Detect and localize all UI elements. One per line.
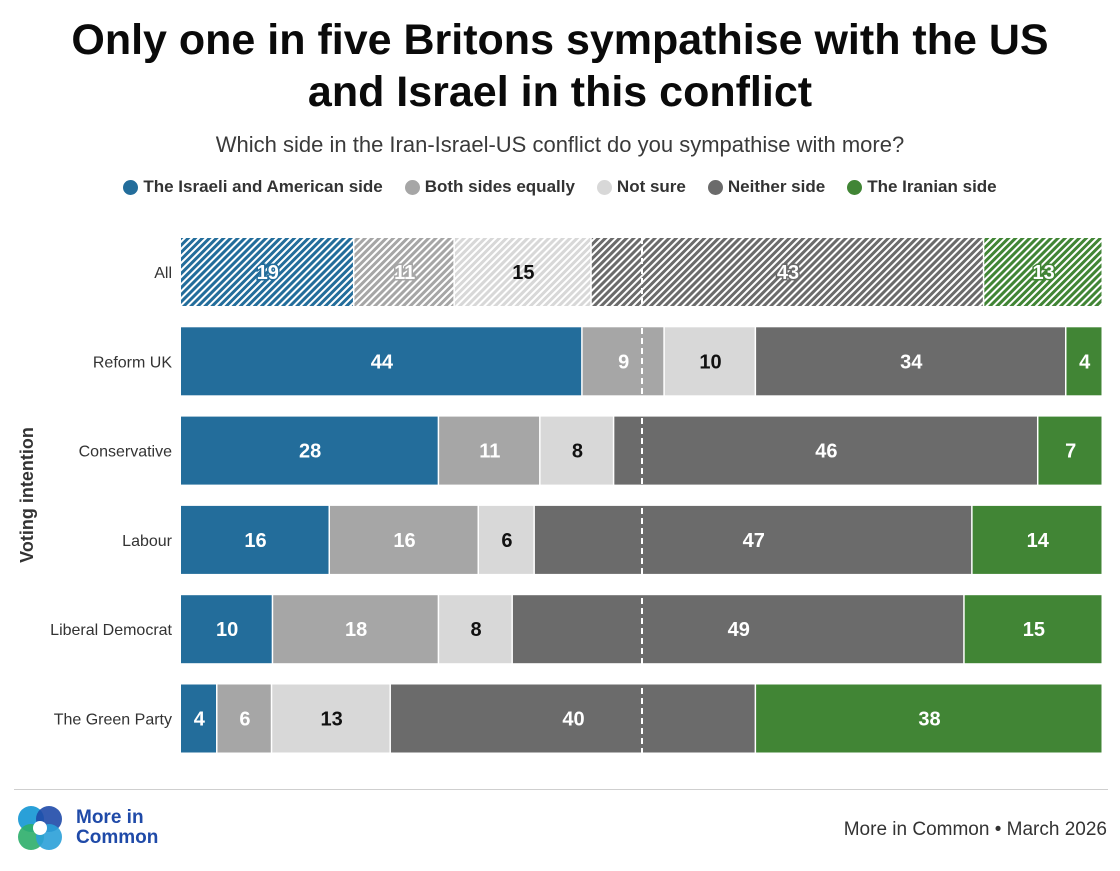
chart-subtitle: Which side in the Iran-Israel-US conflic…	[215, 132, 905, 157]
data-label: 9	[618, 351, 629, 373]
data-label: 46	[815, 441, 837, 463]
bar-segment	[664, 327, 755, 396]
bar-segment	[439, 595, 512, 664]
bar-segment	[181, 416, 438, 485]
bar-segment	[512, 595, 964, 664]
legend-swatch-neither	[707, 179, 723, 195]
legend-item-both-equally: Both sides equally	[404, 177, 575, 197]
bar-segment	[756, 327, 1065, 396]
logo-text-line-2: Common	[76, 827, 159, 848]
legend-item-iranian: The Iranian side	[847, 177, 997, 197]
bar-segment	[181, 327, 582, 396]
data-label: 43	[777, 262, 799, 284]
bar-segment	[756, 684, 1102, 753]
data-label: 15	[512, 262, 534, 284]
bar-segment	[454, 238, 591, 306]
data-label: 6	[239, 709, 250, 731]
bar-segment	[217, 684, 271, 753]
data-label: 8	[470, 619, 481, 641]
bar-segment	[614, 416, 1037, 485]
data-label: 8	[572, 441, 583, 463]
data-label: 16	[244, 530, 266, 552]
legend-label-neither: Neither side	[727, 177, 826, 196]
data-label: 13	[320, 709, 342, 731]
category-labels-group: All Reform UK Conservative Labour Liberal De…	[50, 265, 172, 729]
more-in-common-logo: More in Common	[14, 802, 158, 854]
data-label: 49	[728, 619, 750, 641]
category-label: Reform UK	[93, 354, 172, 371]
chart-title-line-1: Only one in five Britons sympathise with…	[71, 16, 1049, 64]
legend: The Israeli and American side Both sides…	[0, 177, 1120, 197]
bar-segment	[354, 238, 454, 306]
bar-segment	[1066, 327, 1102, 396]
logo-mark-icon	[18, 806, 62, 850]
data-label: 4	[1079, 351, 1091, 373]
bar-segment	[181, 595, 272, 664]
data-label: 15	[1023, 619, 1045, 641]
legend-swatch-both-equally	[404, 179, 420, 195]
legend-item-israeli-american: The Israeli and American side	[123, 177, 383, 197]
chart-title-line-2: and Israel in this conflict	[307, 68, 813, 116]
legend-label-both-equally: Both sides equally	[424, 177, 575, 196]
legend-label-not-sure: Not sure	[616, 177, 686, 196]
category-label: Labour	[122, 533, 172, 550]
legend-label-iranian: The Iranian side	[867, 177, 997, 196]
bar-segment	[540, 416, 613, 485]
bar-segment	[479, 505, 534, 574]
data-label: 34	[900, 351, 923, 373]
bar-segment	[181, 684, 217, 753]
bar-segment	[330, 505, 478, 574]
bar-segment	[1038, 416, 1102, 485]
legend-swatch-iranian	[847, 179, 863, 195]
data-label: 16	[393, 530, 415, 552]
data-label: 11	[394, 262, 415, 284]
category-label: The Green Party	[54, 712, 172, 729]
legend-item-neither: Neither side	[707, 177, 826, 197]
bar-segment	[534, 505, 972, 574]
bar-segment	[984, 238, 1102, 306]
legend-swatch-israeli-american	[123, 179, 139, 195]
data-label: 7	[1065, 441, 1076, 463]
bar-segment	[181, 238, 353, 306]
data-label: 18	[345, 619, 367, 641]
source-credit: More in Common • March 2026	[843, 819, 1107, 840]
category-label: All	[154, 265, 172, 282]
data-label: 13	[1033, 262, 1055, 284]
bar-segment	[582, 327, 664, 396]
data-label: 44	[371, 351, 394, 373]
bar-segment	[273, 595, 438, 664]
category-label: Liberal Democrat	[50, 622, 172, 639]
data-label: 4	[194, 709, 206, 731]
data-label: 40	[562, 709, 584, 731]
legend-label-israeli-american: The Israeli and American side	[143, 177, 383, 196]
data-label: 38	[918, 709, 940, 731]
data-label: 11	[479, 441, 500, 463]
bar-segment	[439, 416, 540, 485]
data-label: 47	[743, 530, 765, 552]
data-label: 6	[501, 530, 512, 552]
data-label: 10	[699, 351, 721, 373]
chart-title: Only one in five Britons sympathise with…	[0, 14, 1120, 118]
y-axis-title: Voting intention	[17, 427, 37, 563]
legend-swatch-not-sure	[596, 179, 612, 195]
category-label: Conservative	[79, 444, 172, 461]
footer-divider	[14, 789, 1108, 790]
bar-segment	[964, 595, 1102, 664]
data-label: 10	[216, 619, 238, 641]
bar-segment	[591, 238, 983, 306]
bar-segment	[272, 684, 390, 753]
data-label: 19	[257, 262, 279, 284]
logo-text-line-1: More in	[76, 807, 144, 828]
bar-segment	[972, 505, 1102, 574]
data-label: 28	[299, 441, 321, 463]
data-label: 14	[1027, 530, 1050, 552]
bar-segment	[390, 684, 755, 753]
bar-segment	[181, 505, 329, 574]
legend-item-not-sure: Not sure	[596, 177, 686, 197]
